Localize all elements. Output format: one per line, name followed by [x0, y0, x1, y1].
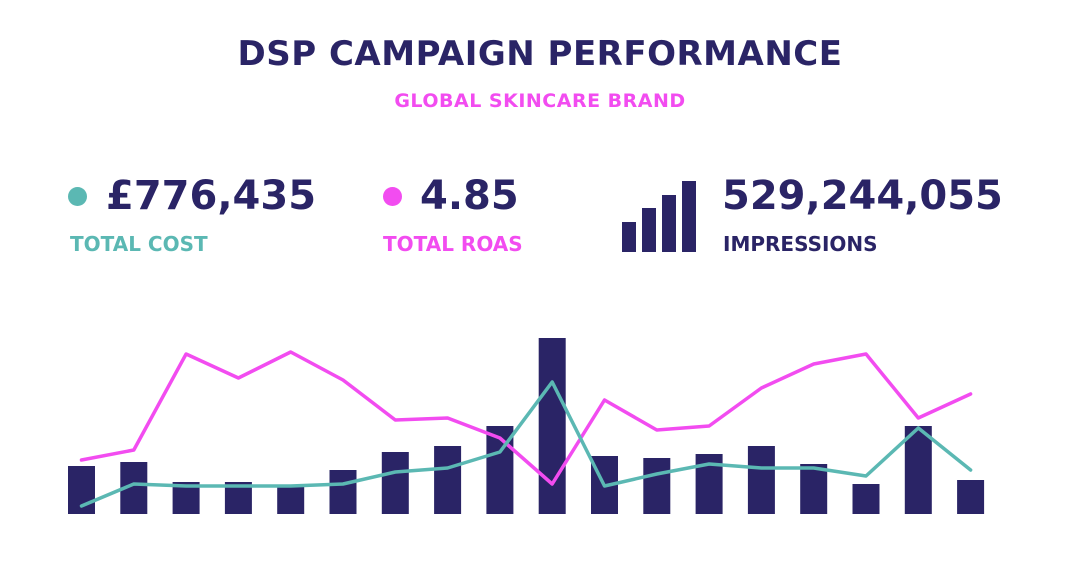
impressions-label: IMPRESSIONS	[723, 232, 878, 256]
roas-series-line	[79, 350, 973, 486]
bar-chart-icon-bar-3	[662, 195, 676, 252]
bar-chart-icon-bar-4	[682, 181, 696, 252]
chart-bar	[957, 480, 985, 514]
impressions-value: 529,244,055	[722, 173, 1003, 219]
chart-bar	[538, 338, 566, 514]
chart-bar	[852, 484, 880, 514]
chart-bar	[277, 486, 305, 514]
total-roas-label: TOTAL ROAS	[383, 232, 523, 256]
chart-bar	[800, 464, 828, 514]
performance-chart	[68, 338, 985, 514]
total-roas-value: 4.85	[420, 173, 519, 219]
chart-bar	[904, 426, 932, 514]
chart-bar	[329, 470, 357, 514]
chart-bar	[643, 458, 671, 514]
roas-dot-icon	[383, 187, 402, 206]
page-subtitle: GLOBAL SKINCARE BRAND	[394, 90, 686, 112]
chart-bar	[434, 446, 462, 514]
cost-dot-icon	[68, 187, 87, 206]
total-cost-value: £776,435	[106, 173, 317, 219]
chart-bar	[381, 452, 409, 514]
chart-bar	[747, 446, 775, 514]
bar-chart-icon	[622, 181, 696, 252]
total-cost-label: TOTAL COST	[70, 232, 208, 256]
bar-chart-icon-bar-1	[622, 222, 636, 252]
page-title: DSP CAMPAIGN PERFORMANCE	[237, 34, 843, 74]
cost-series-line	[79, 380, 973, 508]
bar-chart-icon-bar-2	[642, 208, 656, 252]
